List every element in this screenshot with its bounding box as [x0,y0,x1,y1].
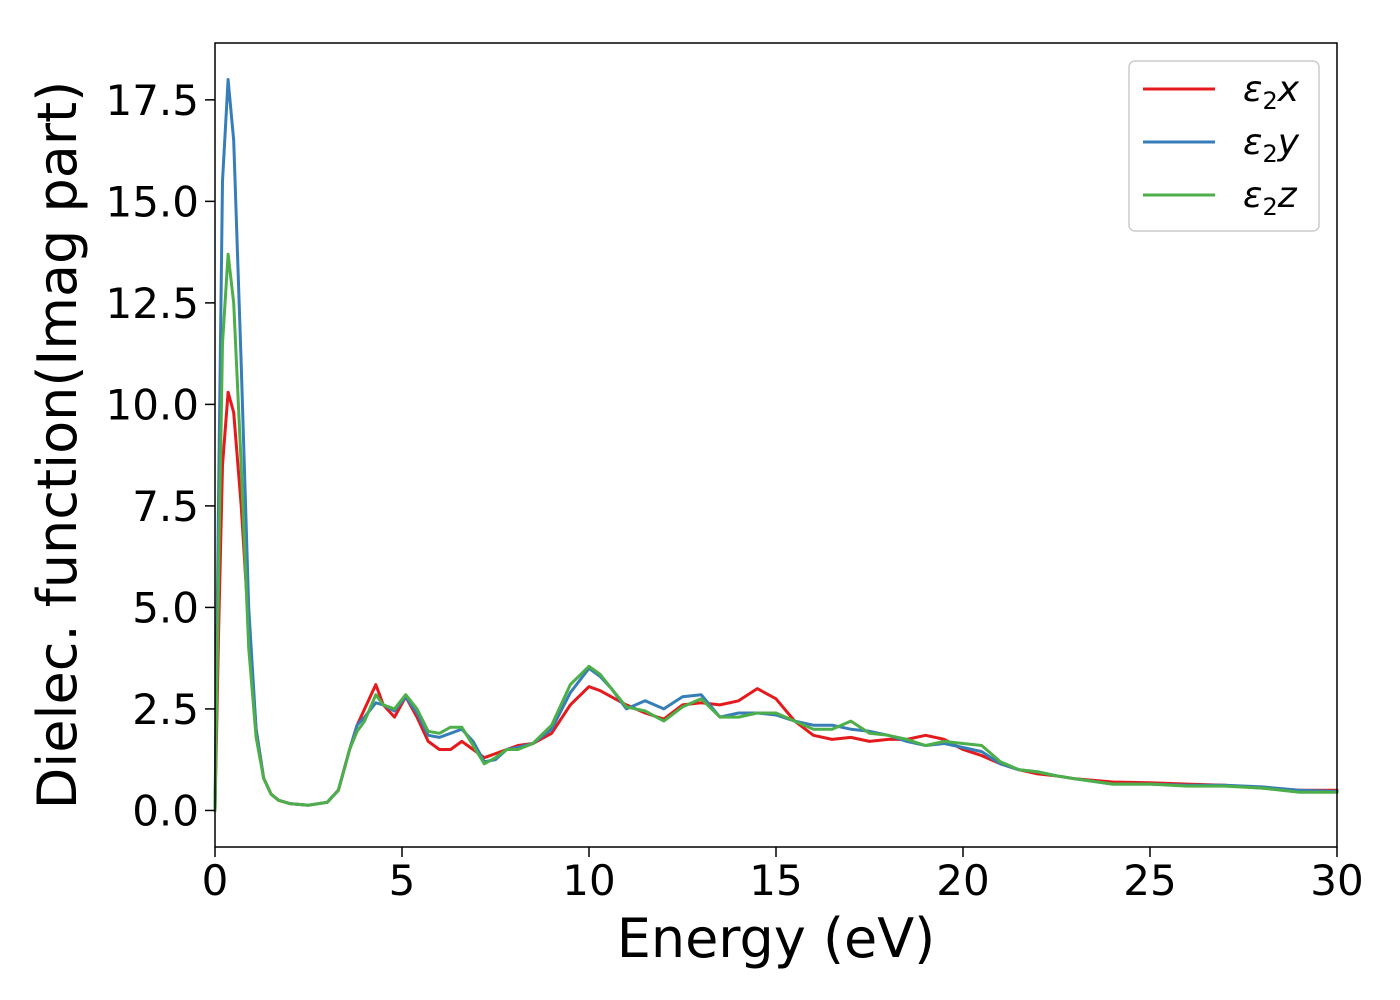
series-line-z [213,252,1339,812]
y-axis-title: Dielec. function(Imag part) [26,81,89,810]
y-tick-label: 7.5 [132,482,199,531]
x-tick-label: 15 [749,856,802,905]
y-tick-label: 5.0 [132,583,199,632]
legend-label-y: ε2y [1243,122,1300,168]
series-layer [213,78,1339,812]
legend-box [1128,60,1320,232]
y-tick-label: 12.5 [105,279,199,328]
legend: ε2x ε2y ε2z [1128,60,1320,232]
x-tick-label: 0 [202,856,229,905]
x-tick-label: 10 [562,856,615,905]
x-tick-label: 30 [1310,856,1363,905]
legend-label-x: ε2x [1243,69,1300,115]
legend-label-z: ε2z [1243,175,1298,221]
y-tick-label: 10.0 [105,380,199,429]
y-tick-label: 15.0 [105,177,199,226]
y-axis-ticks: 0.0 2.5 5.0 7.5 10.0 12.5 15.0 17.5 [105,76,215,835]
x-axis-ticks: 0 5 10 15 20 25 30 [202,847,1364,905]
y-tick-label: 17.5 [105,76,199,125]
x-tick-label: 5 [389,856,416,905]
series-line-x [213,390,1339,812]
y-tick-label: 2.5 [132,685,199,734]
x-tick-label: 25 [1123,856,1176,905]
y-tick-label: 0.0 [132,786,199,835]
x-tick-label: 20 [936,856,989,905]
x-axis-title: Energy (eV) [617,907,936,970]
